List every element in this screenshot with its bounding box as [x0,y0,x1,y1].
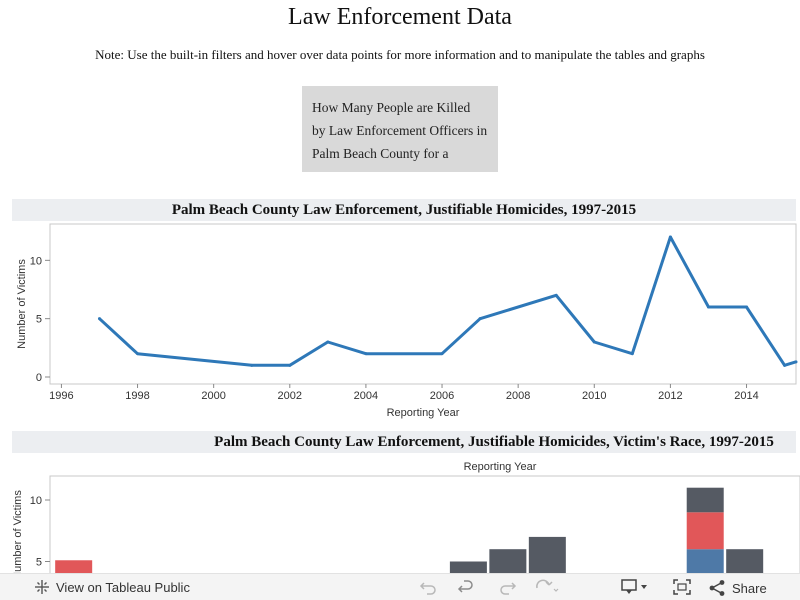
question-line: by Law Enforcement Officers in [312,123,488,138]
x-tick-label: 2008 [506,390,530,402]
revert-icon[interactable] [498,578,518,596]
tableau-toolbar: View on Tableau Public Share [0,573,800,600]
x-tick-label: 1998 [125,390,149,402]
data-point [706,305,710,309]
data-point [97,317,101,321]
share-label: Share [732,580,767,596]
x-tick-label: 2000 [201,390,225,402]
bar-segment [449,561,487,573]
bar-segment [686,549,724,573]
bar-segment [55,560,93,573]
bar-chart-plot-area [49,475,800,573]
x-tick-label: 1996 [49,390,73,402]
data-point [136,352,140,356]
y-axis-title: Number of Victims [16,259,28,349]
data-point [745,305,749,309]
data-point [630,352,634,356]
tableau-logo-icon [35,580,49,594]
page-note: Note: Use the built-in filters and hover… [95,47,705,62]
undo-icon[interactable] [418,578,438,596]
bar-segment [686,487,724,513]
x-tick-label: 2006 [430,390,454,402]
bar-segment [686,512,724,550]
x-tick-label: 2002 [278,390,302,402]
data-point [668,235,672,239]
data-point [250,363,254,367]
y-tick-label: 10 [30,495,42,507]
page-title: Law Enforcement Data [288,4,512,30]
question-line: Palm Beach County for a [312,146,449,161]
x-axis-title-top: Reporting Year [464,461,537,473]
y-tick-label: 5 [36,557,42,569]
data-point [783,363,787,367]
data-point [288,363,292,367]
data-point [554,293,558,297]
bar-segment [489,549,527,573]
y-axis-title: Number of Victims [12,490,24,573]
y-tick-label: 0 [36,372,42,384]
x-axis-title: Reporting Year [387,407,460,419]
x-tick-label: 2004 [354,390,378,402]
charts-canvas: 0 5 10 1996 1998 2000 2002 2004 2006 2008 2010 2012… [12,223,800,573]
data-point [592,340,596,344]
share-icon [709,580,725,596]
download-icon[interactable] [620,578,652,596]
fullscreen-icon[interactable] [672,578,692,596]
data-point [478,317,482,321]
x-tick-label: 2014 [734,390,758,402]
redo-icon[interactable] [456,578,476,596]
data-point [794,360,798,364]
question-line: How Many People are Killed [312,100,471,115]
question-text-box: How Many People are Killed by Law Enforc… [302,86,498,172]
y-tick-label: 10 [30,255,42,267]
data-point [326,340,330,344]
view-on-tableau-label: View on Tableau Public [56,579,190,595]
x-tick-label: 2010 [582,390,606,402]
victims-line-series [98,235,797,367]
line-chart-plot-area [49,223,797,385]
y-tick-label: 5 [36,314,42,326]
view-on-tableau-link[interactable]: View on Tableau Public [34,579,190,595]
refresh-icon[interactable] [534,578,560,596]
bar-segment [726,549,764,573]
x-tick-label: 2012 [658,390,682,402]
line-chart-header: Palm Beach County Law Enforcement, Justi… [12,199,796,221]
data-point [364,352,368,356]
share-button[interactable]: Share [708,579,767,597]
bar-chart-header: Palm Beach County Law Enforcement, Justi… [12,431,796,453]
data-point [440,352,444,356]
bar-segment [528,536,566,573]
